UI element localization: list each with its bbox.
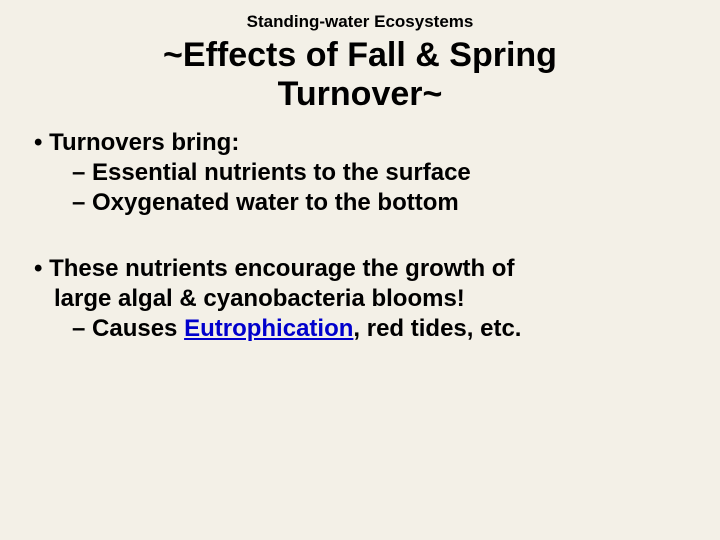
sub-bullet-item: Causes Eutrophication, red tides, etc. <box>28 314 692 344</box>
spacer <box>28 218 692 254</box>
sub-bullet-item: Essential nutrients to the surface <box>28 158 692 188</box>
bullet-item: Turnovers bring: <box>28 128 692 158</box>
sub-bullet-post: , red tides, etc. <box>353 315 521 342</box>
slide-title: ~Effects of Fall & Spring Turnover~ <box>28 36 692 114</box>
eutrophication-link[interactable]: Eutrophication <box>184 315 353 342</box>
bullet-continuation: large algal & cyanobacteria blooms! <box>28 284 692 314</box>
sub-bullet-item: Oxygenated water to the bottom <box>28 188 692 218</box>
bullet-text-line-1: These nutrients encourage the growth of <box>49 255 514 282</box>
title-line-2: Turnover~ <box>278 75 443 113</box>
bullet-text-line-2: large algal & cyanobacteria blooms! <box>54 285 465 312</box>
slide-header: Standing-water Ecosystems <box>28 12 692 32</box>
sub-bullet-pre: Causes <box>92 315 184 342</box>
bullet-item: These nutrients encourage the growth of <box>28 254 692 284</box>
sub-bullet-text: Oxygenated water to the bottom <box>92 189 459 216</box>
bullet-text: Turnovers bring: <box>49 129 239 156</box>
title-line-1: ~Effects of Fall & Spring <box>163 36 557 74</box>
sub-bullet-text: Essential nutrients to the surface <box>92 159 471 186</box>
slide-body: Turnovers bring: Essential nutrients to … <box>28 128 692 344</box>
